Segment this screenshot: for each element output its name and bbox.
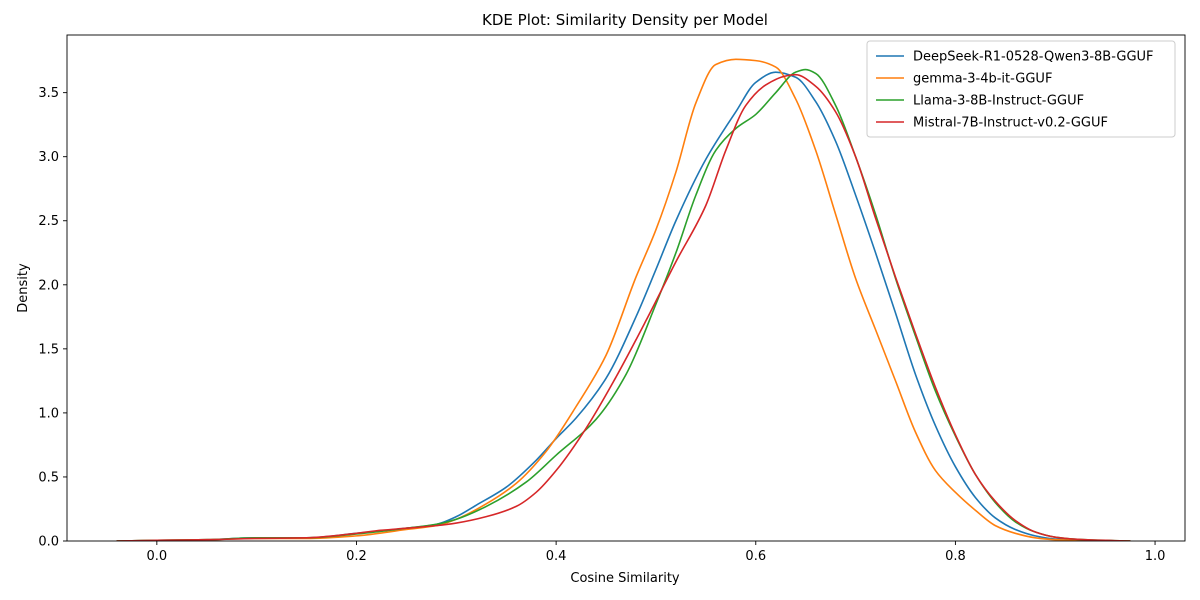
legend-label-0: DeepSeek-R1-0528-Qwen3-8B-GGUF: [913, 50, 1154, 65]
y-tick-label: 2.0: [38, 278, 59, 293]
y-tick-label: 2.5: [38, 214, 59, 229]
y-tick-label: 1.5: [38, 342, 59, 357]
legend-label-2: Llama-3-8B-Instruct-GGUF: [913, 94, 1084, 109]
plot-area: 0.0 0.2 0.4 0.6 0.8 1.0 0.0 0.5 1.0 1.5 2.0 2.5 3.0 3…: [38, 34, 1186, 564]
x-tick-label: 0.4: [546, 549, 567, 564]
x-tick-label: 0.0: [146, 549, 167, 564]
y-tick-label: 3.0: [38, 150, 59, 165]
legend-label-1: gemma-3-4b-it-GGUF: [913, 72, 1052, 87]
y-tick-label: 1.0: [38, 406, 59, 421]
series-line-1: [116, 58, 1131, 541]
y-tick-label: 3.5: [38, 86, 59, 101]
x-tick-label: 0.8: [945, 549, 966, 564]
series-lines: [116, 58, 1131, 541]
y-tick-label: 0.0: [38, 535, 59, 550]
x-tick-label: 0.2: [346, 549, 367, 564]
x-tick-label: 1.0: [1145, 549, 1166, 564]
y-tick-label: 0.5: [38, 470, 59, 485]
chart-title: KDE Plot: Similarity Density per Model: [482, 11, 768, 29]
axes-frame: [66, 34, 1186, 542]
x-axis-title: Cosine Similarity: [570, 571, 680, 586]
series-line-3: [116, 73, 1131, 541]
y-axis-title: Density: [16, 263, 31, 313]
legend: DeepSeek-R1-0528-Qwen3-8B-GGUF gemma-3-4b…: [866, 40, 1176, 138]
legend-label-3: Mistral-7B-Instruct-v0.2-GGUF: [913, 116, 1108, 131]
x-tick-label: 0.6: [745, 549, 766, 564]
legend-box: [866, 40, 1176, 138]
